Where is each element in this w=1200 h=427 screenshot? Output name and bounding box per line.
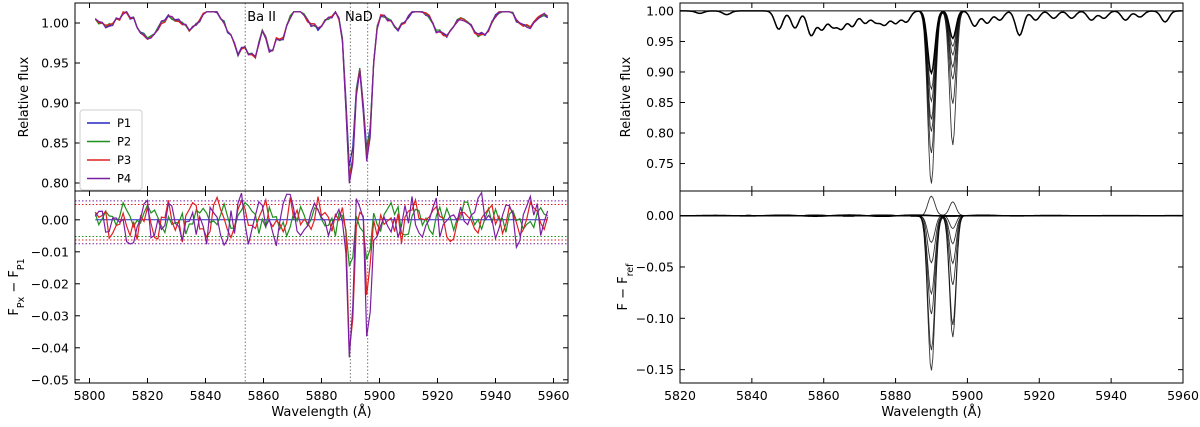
model-spectrum-line: [680, 10, 1182, 184]
panel-flux-difference-right: 5820 5840 5860 5880 5900 5920 5940 5960 −0.15 −0.…: [616, 190, 1199, 420]
y-tick-label: −0.05: [31, 372, 69, 387]
x-tick-label: 5820: [132, 388, 164, 403]
y-tick-label: 1.00: [41, 16, 69, 31]
y-axis-label: F − Fref: [616, 263, 636, 311]
difference-line: [680, 214, 1182, 244]
y-tick-label: 0.90: [646, 64, 674, 79]
series-p4-line: [94, 191, 549, 358]
y-axis-label-part: F − F: [616, 276, 631, 310]
legend-label-p1: P1: [117, 116, 131, 130]
plot-area: [94, 3, 549, 191]
legend-label-p4: P4: [117, 172, 131, 186]
difference-line: [680, 214, 1182, 351]
difference-line: [680, 214, 1182, 296]
x-tick-label: 5900: [952, 388, 984, 403]
y-tick-label: 0.95: [41, 56, 69, 71]
x-tick-label: 5860: [808, 388, 840, 403]
x-tick-label: 5900: [364, 388, 396, 403]
x-tick-label: 5960: [1167, 388, 1199, 403]
plot-area: [680, 10, 1183, 184]
y-tick-label: −0.15: [636, 362, 674, 377]
panel-relative-flux-left: 0.80 0.85 0.90 0.95 1.00 Relative flux Ba II Na…: [17, 2, 569, 192]
x-tick-label: 5880: [880, 388, 912, 403]
panel-flux-difference-left: 5800 5820 5840 5860 5880 5900 5920 5940 5960 −0.0…: [7, 190, 570, 420]
y-axis-label: FPx − FP1: [7, 258, 27, 315]
y-axis-label: Relative flux: [17, 56, 32, 137]
axes-frame: [679, 2, 1184, 192]
y-tick-label: 0.80: [41, 176, 69, 191]
y-tick-label: 0.90: [41, 96, 69, 111]
plot-area: [75, 191, 568, 383]
y-tick-label: −0.03: [31, 308, 69, 323]
legend-label-p2: P2: [117, 135, 131, 149]
x-tick-label: 5820: [664, 388, 696, 403]
line-annotation: NaD: [345, 10, 373, 25]
model-spectrum-line: [680, 10, 1182, 154]
difference-line: [680, 214, 1182, 264]
y-tick-label: −0.02: [31, 276, 69, 291]
y-axis-label-part: − F: [7, 270, 22, 297]
y-tick-label: 1.00: [646, 3, 674, 18]
y-tick-label: 0.85: [646, 95, 674, 110]
series-p3-line: [94, 195, 549, 352]
model-spectrum-line: [680, 10, 1182, 76]
x-tick-label: 5940: [1095, 388, 1127, 403]
y-axis-label-part: F: [7, 308, 22, 315]
y-tick-label: −0.04: [31, 340, 69, 355]
x-axis-label: Wavelength (Å): [881, 404, 981, 420]
axes-frame: [679, 190, 1184, 384]
plot-area: [680, 195, 1183, 371]
legend-box: [79, 109, 143, 191]
series-p4-line: [94, 10, 549, 184]
difference-line: [680, 214, 1182, 315]
y-tick-label: 0.00: [41, 212, 69, 227]
y-axis-label-part: ref: [625, 263, 636, 277]
y-tick-label: 0.80: [646, 126, 674, 141]
x-tick-label: 5920: [1023, 388, 1055, 403]
x-tick-label: 5840: [190, 388, 222, 403]
y-tick-label: 0.75: [646, 156, 674, 171]
difference-line: [680, 195, 1182, 217]
y-tick-label: −0.10: [636, 311, 674, 326]
line-annotation: Ba II: [247, 10, 276, 25]
y-axis-label-part: P1: [16, 258, 27, 270]
y-tick-label: 0.95: [646, 34, 674, 49]
model-spectrum-line: [680, 10, 1182, 120]
series-p2-line: [94, 200, 548, 268]
x-axis-label: Wavelength (Å): [271, 404, 371, 420]
legend-label-p3: P3: [117, 153, 131, 167]
model-spectrum-line: [680, 10, 1182, 91]
x-tick-label: 5840: [736, 388, 768, 403]
y-tick-label: 0.85: [41, 136, 69, 151]
axes-frame: [74, 2, 569, 192]
x-tick-label: 5860: [248, 388, 280, 403]
y-tick-label: −0.05: [636, 259, 674, 274]
y-tick-label: 0.00: [646, 208, 674, 223]
y-axis-label: Relative flux: [619, 56, 634, 137]
series-p3-line: [94, 10, 549, 180]
series-p2-line: [94, 10, 548, 176]
y-tick-label: −0.01: [31, 244, 69, 259]
x-tick-label: 5940: [480, 388, 512, 403]
x-tick-label: 5800: [74, 388, 106, 403]
panel-relative-flux-right: 0.75 0.80 0.85 0.90 0.95 1.00 Relative flux: [619, 2, 1184, 192]
y-axis-label-part: Px: [16, 296, 27, 308]
x-tick-label: 5960: [538, 388, 570, 403]
x-tick-label: 5880: [306, 388, 338, 403]
x-tick-label: 5920: [422, 388, 454, 403]
